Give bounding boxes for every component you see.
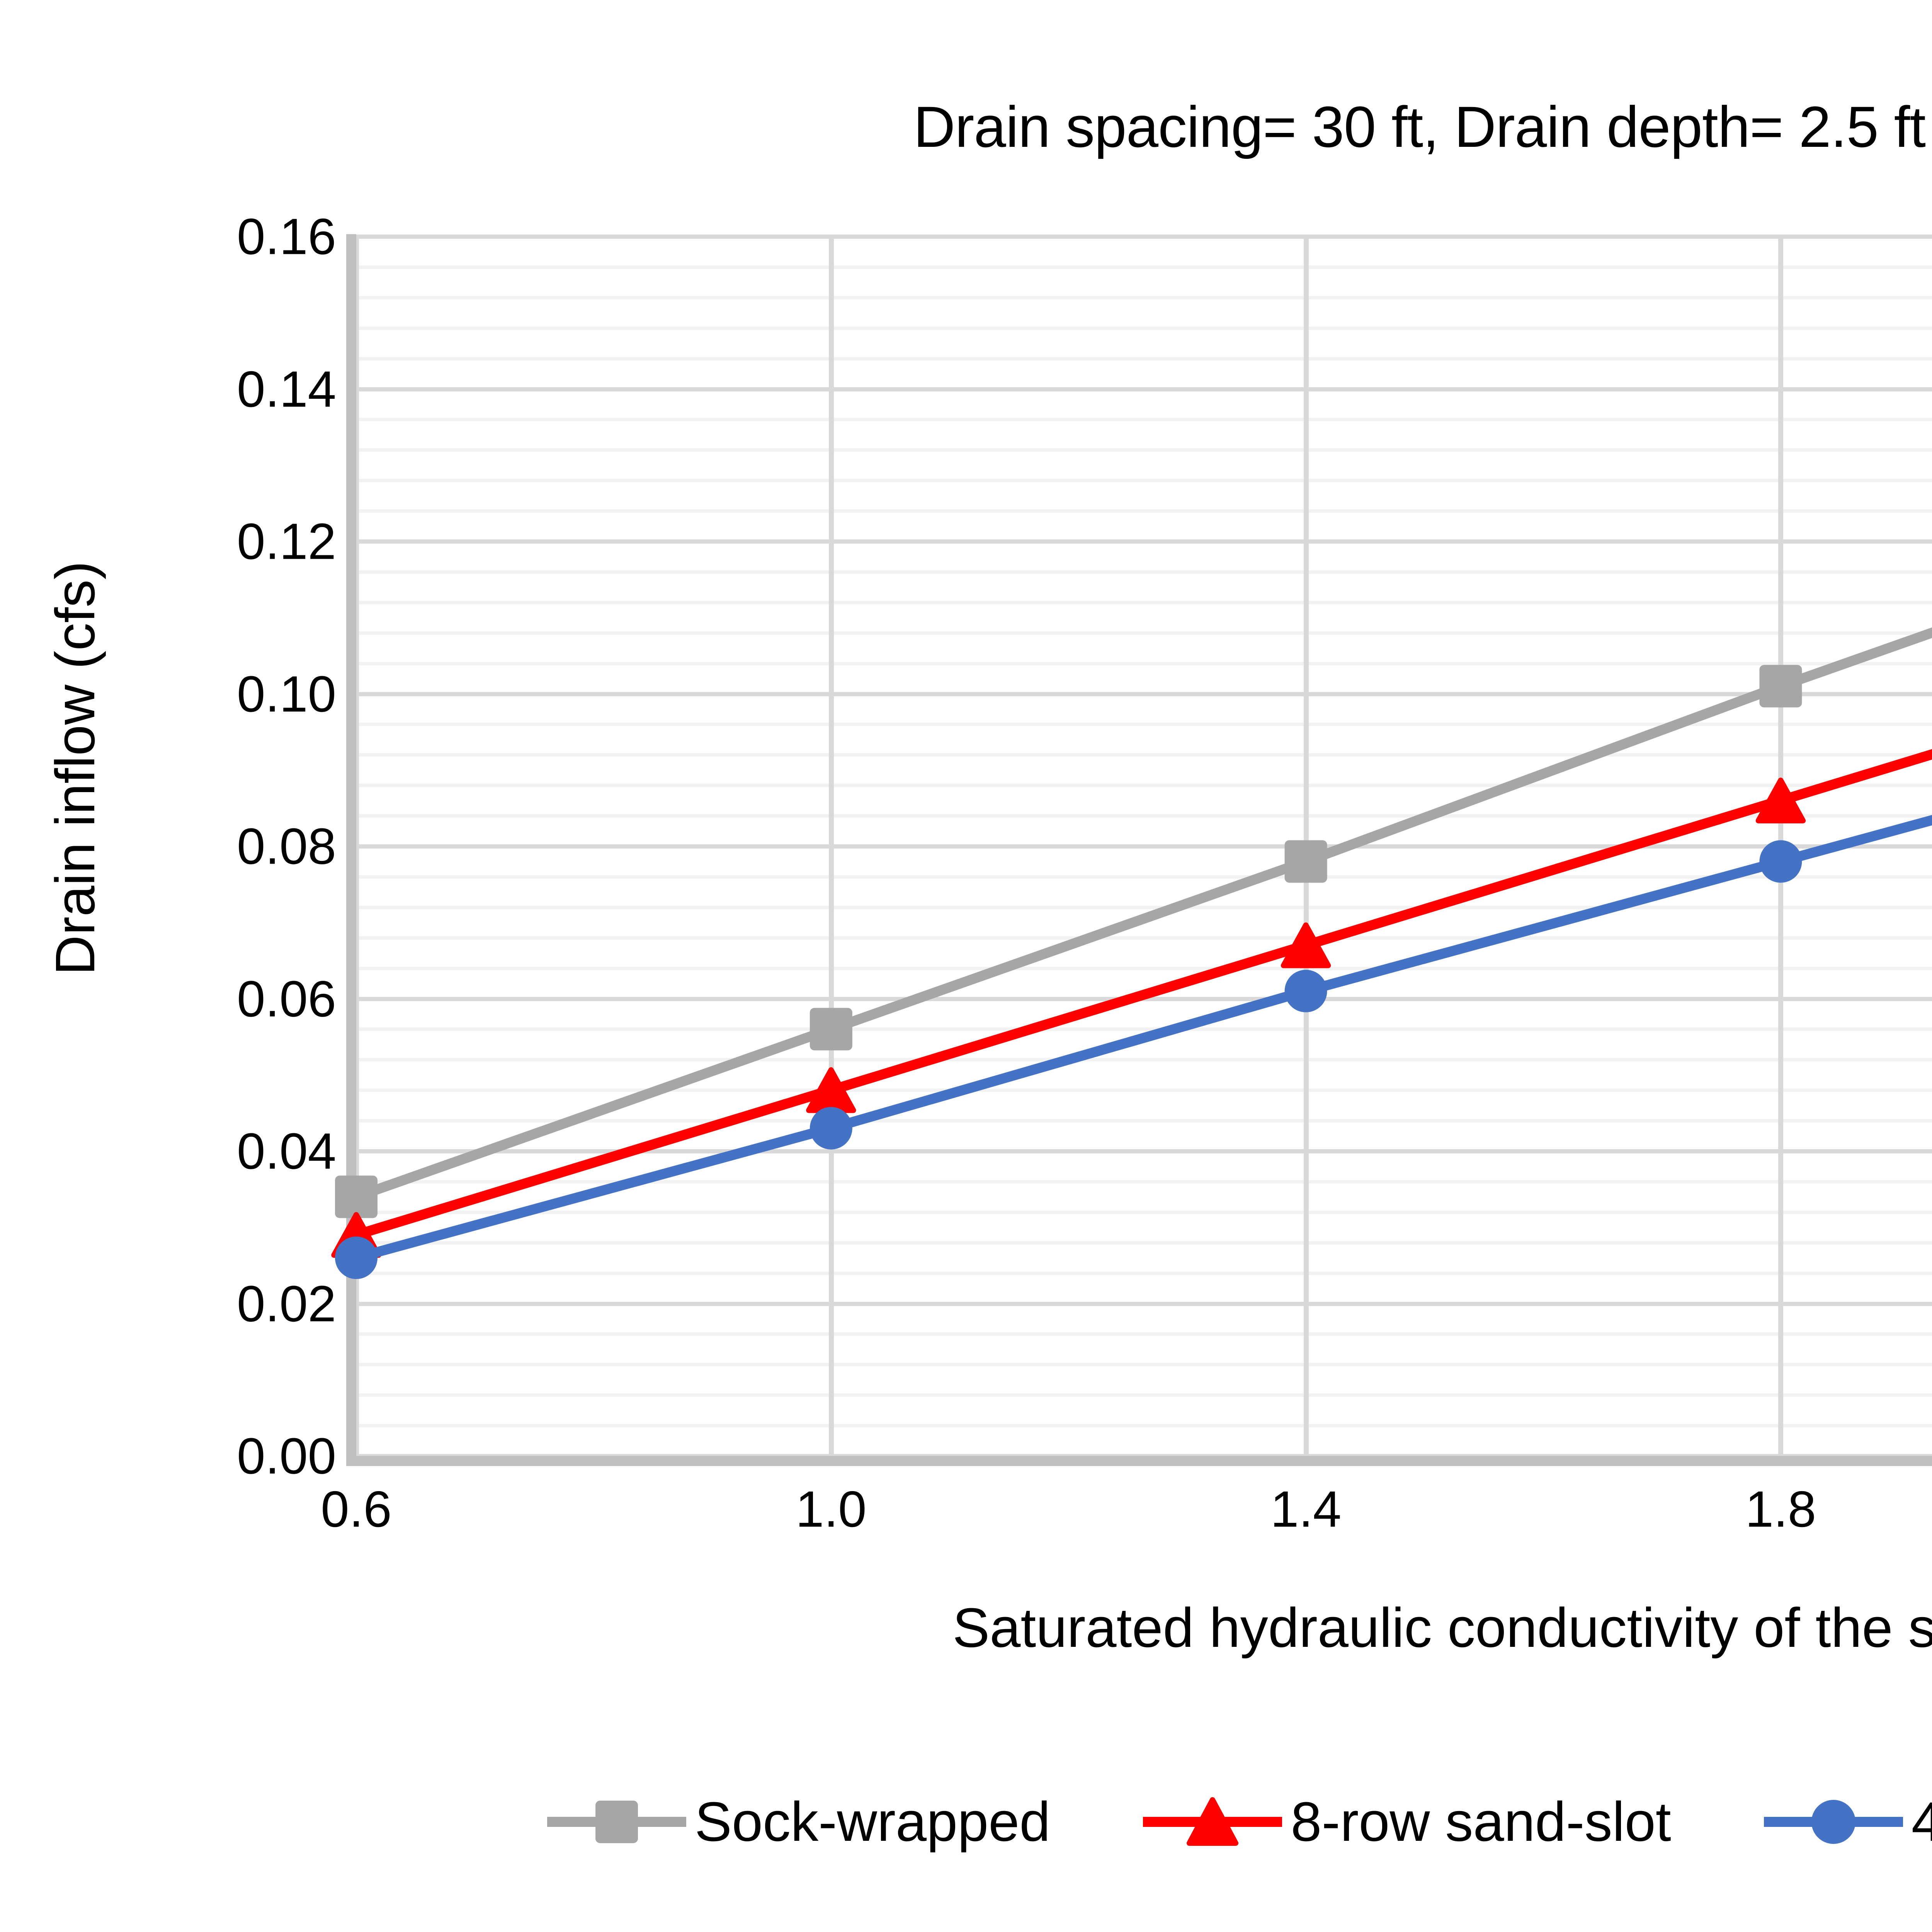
gridline-major-vertical — [828, 236, 834, 1456]
data-point-marker-triangle — [1755, 777, 1806, 823]
gridline-minor-horizontal — [356, 600, 1932, 604]
gridline-minor-horizontal — [356, 875, 1932, 879]
y-tick-label: 0.04 — [237, 1122, 336, 1180]
data-point-marker-circle — [810, 1107, 852, 1150]
series-line — [351, 627, 1932, 1202]
legend-item[interactable]: Sock-wrapped — [547, 1785, 1050, 1859]
legend-label: 4-row sand-slot — [1911, 1791, 1932, 1853]
gridline-minor-horizontal — [356, 1058, 1932, 1062]
gridline-minor-horizontal — [356, 1241, 1932, 1245]
chart-legend: Sock-wrapped 8-row sand-slot 4-row sand-sl… — [0, 1785, 1932, 1859]
legend-item[interactable]: 4-row sand-slot — [1764, 1785, 1932, 1859]
gridline-minor-horizontal — [356, 1180, 1932, 1184]
gridline-minor-horizontal — [356, 1424, 1932, 1428]
gridline-minor-horizontal — [356, 905, 1932, 909]
gridline-minor-horizontal — [356, 784, 1932, 787]
y-tick-label: 0.16 — [237, 208, 336, 265]
gridline-major-horizontal — [356, 1149, 1932, 1153]
data-point-marker-square — [335, 1175, 378, 1218]
x-tick-label: 1.4 — [1270, 1481, 1342, 1537]
gridline-minor-horizontal — [356, 1363, 1932, 1367]
gridline-minor-horizontal — [356, 418, 1932, 422]
gridline-minor-horizontal — [356, 570, 1932, 574]
data-point-marker-circle — [335, 1236, 378, 1279]
gridline-minor-horizontal — [356, 1332, 1932, 1336]
gridline-major-horizontal — [356, 844, 1932, 849]
gridline-minor-horizontal — [356, 814, 1932, 818]
legend-item[interactable]: 8-row sand-slot — [1143, 1785, 1671, 1859]
y-tick-label: 0.12 — [237, 513, 336, 570]
gridline-minor-horizontal — [356, 723, 1932, 726]
gridline-minor-horizontal — [356, 296, 1932, 299]
plot-area — [331, 234, 1932, 1466]
gridline-minor-horizontal — [356, 357, 1932, 361]
legend-symbol — [1811, 1800, 1855, 1844]
legend-marker-square — [547, 1801, 686, 1843]
series-layer — [331, 627, 1932, 1279]
gridline-minor-horizontal — [356, 1119, 1932, 1123]
x-tick-label: 1.8 — [1745, 1481, 1816, 1537]
gridline-minor-horizontal — [356, 479, 1932, 483]
gridline-minor-horizontal — [356, 1210, 1932, 1214]
data-point-marker-triangle — [1281, 922, 1331, 968]
y-axis-tick-labels: 0.16 0.14 0.12 0.10 0.08 0.06 0.04 0.02 0.00 — [70, 0, 336, 1932]
gridline-major-horizontal — [356, 692, 1932, 696]
series-line — [351, 749, 1932, 1240]
x-tick-label: 1.0 — [796, 1481, 867, 1537]
gridline-minor-horizontal — [356, 1088, 1932, 1092]
chart-title-line-1: Drain spacing= 30 ft, Drain depth= 2.5 f… — [913, 94, 1926, 159]
gridline-major-horizontal — [356, 539, 1932, 544]
gridline-minor-horizontal — [356, 1271, 1932, 1275]
y-tick-label: 0.06 — [237, 970, 336, 1027]
y-tick-label: 0.02 — [237, 1275, 336, 1332]
x-axis-title: Saturated hydraulic conductivity of the … — [952, 1597, 1932, 1659]
gridline-major-horizontal — [356, 1301, 1932, 1306]
series-4-row-sand-slot — [335, 815, 1932, 1279]
gridline-minor-horizontal — [356, 662, 1932, 665]
data-point-marker-square — [1759, 665, 1802, 707]
gridline-minor-horizontal — [356, 966, 1932, 970]
legend-marker-circle — [1764, 1800, 1903, 1844]
gridline-minor-horizontal — [356, 448, 1932, 452]
gridline-minor-horizontal — [356, 753, 1932, 757]
gridline-minor-horizontal — [356, 509, 1932, 513]
gridline-major-horizontal — [356, 387, 1932, 391]
series-sock-wrapped — [335, 627, 1932, 1218]
legend-label: 8-row sand-slot — [1291, 1791, 1671, 1853]
legend-marker-triangle — [1143, 1797, 1282, 1846]
y-tick-label: 0.00 — [237, 1427, 336, 1485]
x-tick-label: 0.6 — [321, 1481, 392, 1537]
data-point-marker-circle — [1284, 969, 1327, 1012]
series-8-row-sand-slot — [331, 749, 1932, 1258]
data-point-marker-square — [810, 1008, 852, 1051]
data-point-marker-square — [1284, 840, 1327, 883]
gridline-minor-horizontal — [356, 936, 1932, 940]
gridline-minor-horizontal — [356, 326, 1932, 330]
legend-label: Sock-wrapped — [694, 1791, 1051, 1853]
y-tick-label: 0.08 — [237, 818, 336, 875]
gridline-minor-horizontal — [356, 1027, 1932, 1031]
y-tick-label: 0.14 — [237, 361, 336, 417]
gridline-minor-horizontal — [356, 265, 1932, 269]
series-line — [351, 815, 1932, 1263]
x-axis-line — [346, 1456, 1932, 1466]
gridline-minor-horizontal — [356, 1393, 1932, 1397]
gridline-minor-horizontal — [356, 631, 1932, 635]
gridline-major-horizontal — [356, 235, 1932, 239]
legend-symbol — [595, 1801, 638, 1843]
legend-symbol — [1187, 1797, 1239, 1846]
y-tick-label: 0.10 — [237, 665, 336, 722]
data-point-marker-circle — [1759, 840, 1802, 883]
